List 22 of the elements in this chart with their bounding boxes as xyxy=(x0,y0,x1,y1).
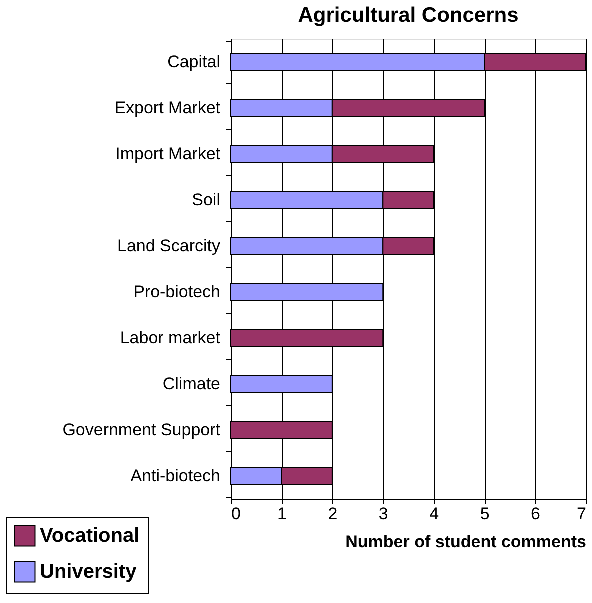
legend-label: Vocational xyxy=(40,525,140,547)
x-tick-label: 0 xyxy=(232,504,241,524)
legend-label: University xyxy=(40,561,138,583)
x-tick-label: 1 xyxy=(277,504,287,524)
y-tick-label: Soil xyxy=(192,190,220,210)
x-axis-title: Number of student comments xyxy=(346,532,586,552)
x-tick-label: 4 xyxy=(430,504,440,524)
y-tick-label: Pro-biotech xyxy=(134,282,220,302)
x-tick-label: 2 xyxy=(328,504,338,524)
x-tick-label: 6 xyxy=(531,504,541,524)
y-tick-label: Anti-biotech xyxy=(130,466,220,486)
y-tick-label: Land Scarcity xyxy=(118,236,221,256)
chart-title: Agricultural Concerns xyxy=(298,4,519,27)
x-tick-label: 3 xyxy=(378,504,388,524)
y-tick-label: Import Market xyxy=(116,144,221,164)
y-tick-label: Government Support xyxy=(62,420,221,440)
y-tick-label: Capital xyxy=(168,52,220,72)
y-tick-label: Export Market xyxy=(114,98,221,118)
y-tick-label: Labor market xyxy=(120,328,221,348)
y-tick-label: Climate xyxy=(162,374,220,394)
x-tick-label: 5 xyxy=(480,504,490,524)
x-tick-label: 7 xyxy=(577,504,586,524)
